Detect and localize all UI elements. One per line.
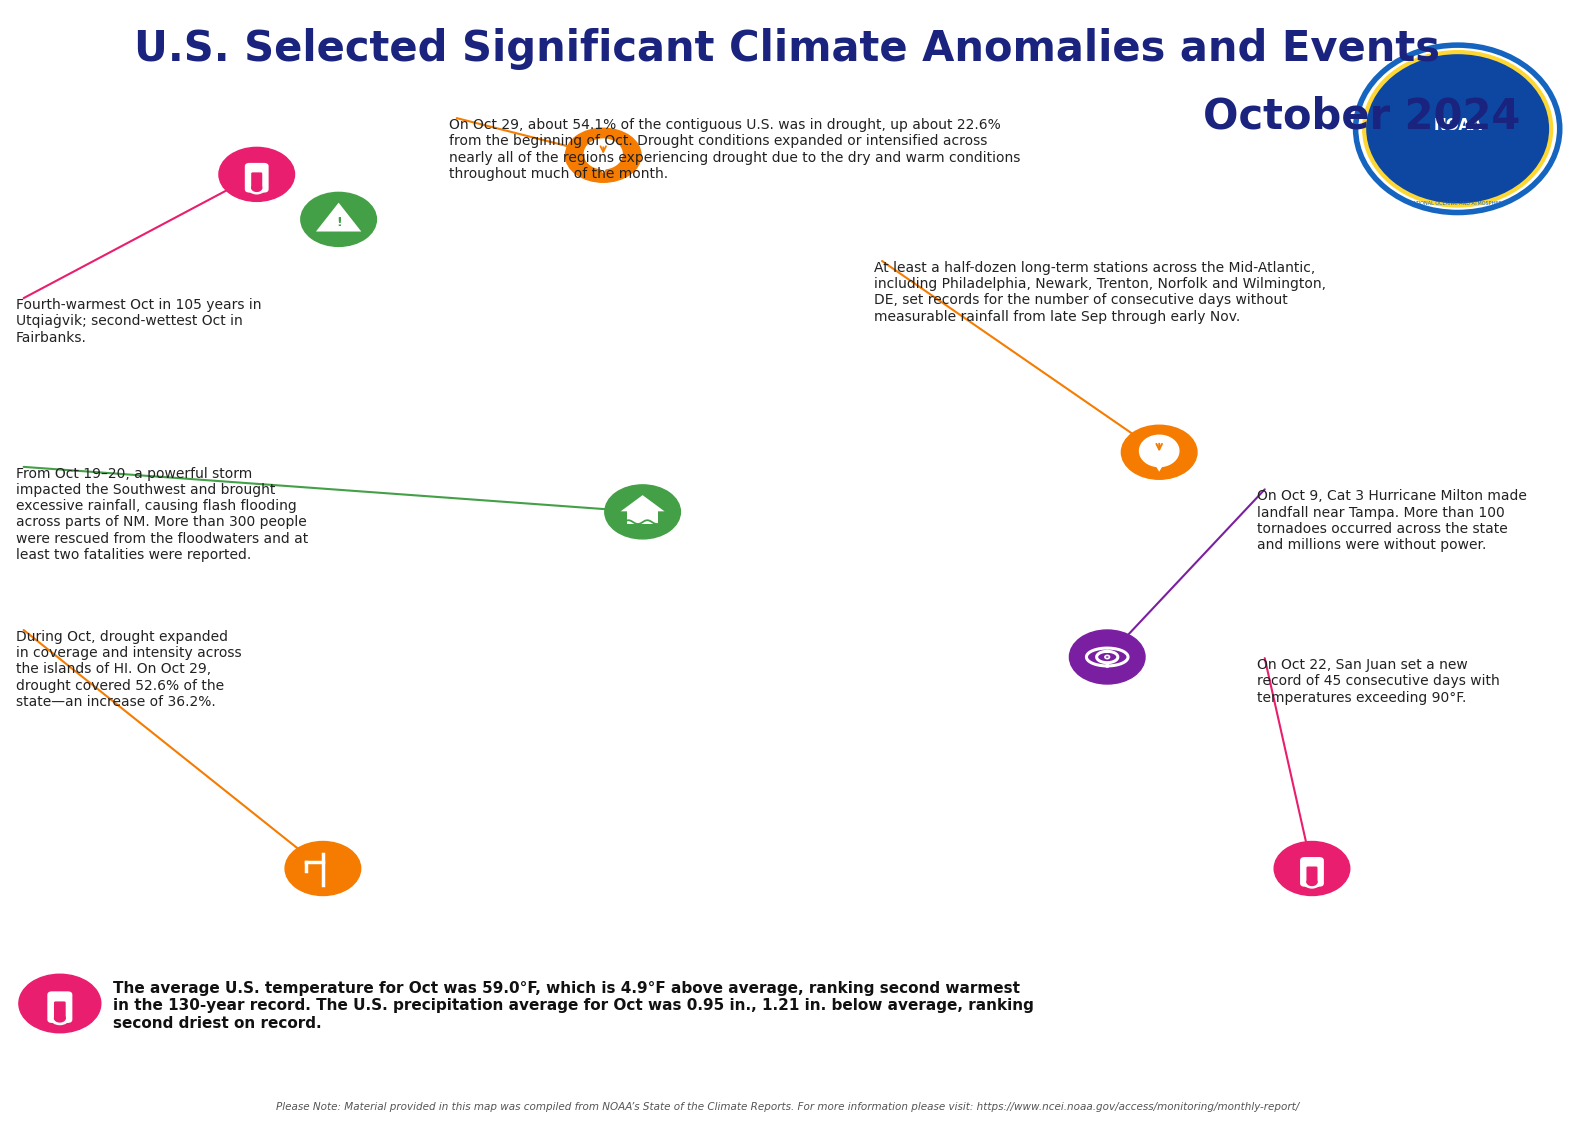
Polygon shape <box>621 495 665 512</box>
Text: U.S. Selected Significant Climate Anomalies and Events: U.S. Selected Significant Climate Anomal… <box>134 28 1441 70</box>
FancyBboxPatch shape <box>627 511 658 524</box>
Polygon shape <box>1140 435 1178 467</box>
Polygon shape <box>317 202 361 232</box>
FancyBboxPatch shape <box>54 1001 66 1020</box>
Circle shape <box>19 974 101 1033</box>
Circle shape <box>1304 876 1320 888</box>
Text: On Oct 29, about 54.1% of the contiguous U.S. was in drought, up about 22.6%
fro: On Oct 29, about 54.1% of the contiguous… <box>449 118 1021 181</box>
Polygon shape <box>1150 457 1169 471</box>
Text: At least a half-dozen long-term stations across the Mid-Atlantic,
including Phil: At least a half-dozen long-term stations… <box>874 261 1326 324</box>
Circle shape <box>219 147 295 201</box>
Text: On Oct 22, San Juan set a new
record of 45 consecutive days with
temperatures ex: On Oct 22, San Juan set a new record of … <box>1257 658 1499 704</box>
FancyBboxPatch shape <box>244 163 269 192</box>
Circle shape <box>605 485 680 539</box>
Text: The average U.S. temperature for Oct was 59.0°F, which is 4.9°F above average, r: The average U.S. temperature for Oct was… <box>113 981 1035 1030</box>
Text: During Oct, drought expanded
in coverage and intensity across
the islands of HI.: During Oct, drought expanded in coverage… <box>16 630 241 709</box>
Circle shape <box>1274 842 1350 896</box>
Circle shape <box>1104 655 1110 659</box>
Polygon shape <box>594 159 613 173</box>
FancyBboxPatch shape <box>1299 857 1325 886</box>
Circle shape <box>50 1011 69 1025</box>
FancyBboxPatch shape <box>47 991 72 1023</box>
Text: October 2024: October 2024 <box>1203 96 1520 137</box>
Circle shape <box>252 184 261 191</box>
Text: !: ! <box>335 216 342 228</box>
FancyBboxPatch shape <box>250 172 263 189</box>
Polygon shape <box>584 140 622 169</box>
Text: From Oct 19–20, a powerful storm
impacted the Southwest and brought
excessive ra: From Oct 19–20, a powerful storm impacte… <box>16 467 309 561</box>
Text: Please Note: Material provided in this map was compiled from NOAA’s State of the: Please Note: Material provided in this m… <box>276 1101 1299 1112</box>
Circle shape <box>301 192 376 246</box>
Circle shape <box>1307 879 1317 885</box>
Circle shape <box>1069 630 1145 684</box>
FancyBboxPatch shape <box>1306 866 1318 883</box>
Text: NOAA: NOAA <box>1433 118 1482 133</box>
Circle shape <box>249 182 265 193</box>
Text: On Oct 9, Cat 3 Hurricane Milton made
landfall near Tampa. More than 100
tornado: On Oct 9, Cat 3 Hurricane Milton made la… <box>1257 489 1526 552</box>
Circle shape <box>285 842 361 896</box>
Circle shape <box>565 128 641 182</box>
Text: NATIONAL OCEANIC AND ATMOSPHERIC: NATIONAL OCEANIC AND ATMOSPHERIC <box>1410 200 1506 206</box>
Circle shape <box>1121 425 1197 479</box>
Circle shape <box>55 1015 65 1022</box>
Circle shape <box>1364 52 1551 206</box>
Text: Fourth-warmest Oct in 105 years in
Utqiaġvik; second-wettest Oct in
Fairbanks.: Fourth-warmest Oct in 105 years in Utqia… <box>16 298 261 344</box>
